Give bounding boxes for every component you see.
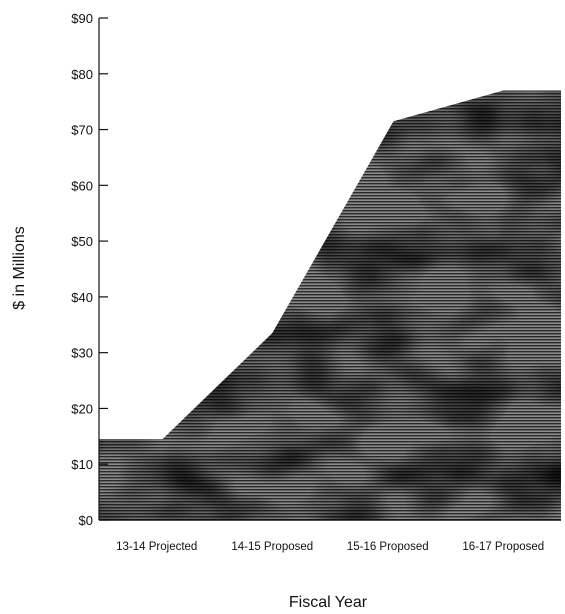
- y-tick-label: $20: [71, 401, 93, 416]
- y-axis: $0 $10 $20 $30 $40 $50 $60 $70 $80 $90: [71, 11, 108, 528]
- y-tick-label: $50: [71, 234, 93, 249]
- y-tick-label: $10: [71, 457, 93, 472]
- area-texture: [99, 90, 561, 520]
- x-axis: 13-14 Projected 14-15 Proposed 15-16 Propo…: [99, 519, 561, 553]
- y-tick-label: $0: [79, 513, 93, 528]
- x-axis-title: Fiscal Year: [289, 594, 368, 611]
- x-category-label: 14-15 Proposed: [231, 541, 313, 553]
- x-category-label: 15-16 Proposed: [347, 541, 429, 553]
- y-tick-label: $80: [71, 67, 93, 82]
- y-tick-label: $70: [71, 123, 93, 138]
- area-fill-group: [99, 90, 561, 520]
- y-tick-label: $30: [71, 346, 93, 361]
- y-tick-label: $40: [71, 290, 93, 305]
- x-category-label: 13-14 Projected: [116, 541, 197, 553]
- y-tick-label: $90: [71, 11, 93, 26]
- y-axis-title: $ in Millions: [11, 226, 28, 310]
- x-category-label: 16-17 Proposed: [462, 541, 544, 553]
- y-tick-label: $60: [71, 178, 93, 193]
